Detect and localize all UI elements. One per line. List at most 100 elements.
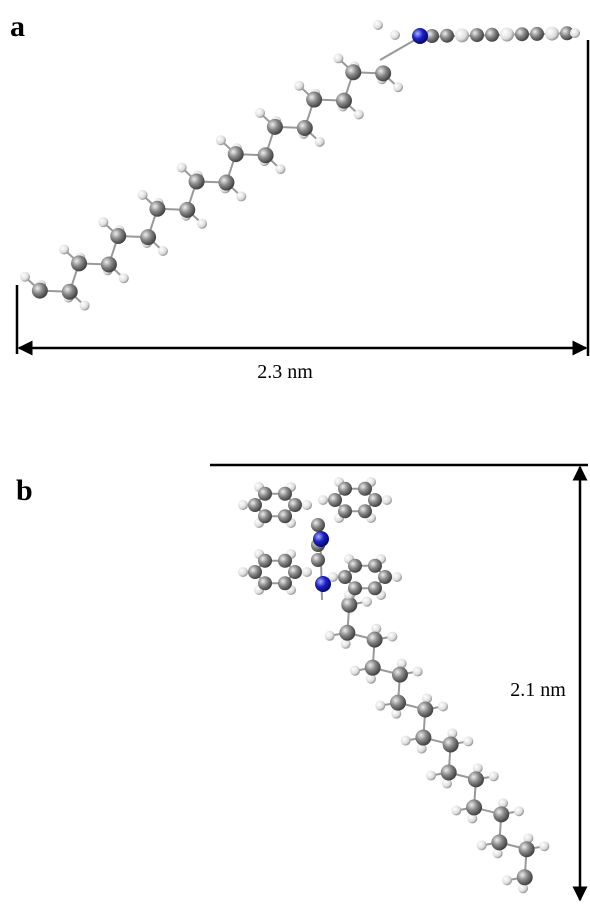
carbon-atom: [248, 565, 262, 579]
carbon-atom: [227, 146, 244, 163]
carbon-atom: [390, 694, 407, 711]
hydrogen-atom: [371, 623, 382, 634]
carbon-atom: [440, 764, 457, 781]
hydrogen-atom: [365, 673, 376, 684]
hydrogen-atom: [79, 300, 90, 311]
carbon-atom: [328, 493, 342, 507]
carbon-atom: [368, 493, 382, 507]
carbon-atom: [296, 119, 313, 136]
carbon-atom: [311, 553, 325, 567]
carbon-atom: [417, 701, 434, 718]
carbon-atom: [440, 28, 454, 43]
dimension-label: 2.1 nm: [510, 679, 566, 701]
nitrogen-atom: [412, 28, 428, 44]
hydrogen-atom: [412, 666, 423, 677]
carbon-atom: [288, 498, 302, 512]
carbon-atom: [278, 486, 292, 501]
hydrogen-atom: [517, 883, 528, 894]
hydrogen-atom: [472, 763, 483, 774]
hydrogen-atom: [455, 28, 469, 43]
carbon-atom: [470, 28, 484, 43]
hydrogen-atom: [514, 806, 525, 817]
hydrogen-atom: [236, 191, 247, 202]
hydrogen-atom: [438, 701, 449, 712]
hydrogen-atom: [488, 771, 499, 782]
carbon-atom: [368, 581, 382, 596]
carbon-atom: [306, 91, 323, 108]
hydrogen-atom: [501, 875, 512, 886]
hydrogen-atom: [157, 245, 168, 256]
carbon-atom: [348, 581, 362, 596]
hydrogen-atom: [392, 572, 402, 582]
hydrogen-atom: [393, 82, 404, 93]
hydrogen-atom: [400, 735, 411, 746]
hydrogen-atom: [441, 778, 452, 789]
hydrogen-atom: [375, 700, 386, 711]
carbon-atom: [278, 576, 292, 591]
carbon-atom: [518, 841, 535, 858]
hydrogen-atom: [314, 136, 325, 147]
hydrogen-atom: [215, 135, 226, 146]
carbon-atom: [149, 200, 166, 217]
carbon-atom: [366, 631, 383, 648]
hydrogen-atom: [349, 665, 360, 676]
carbon-atom: [288, 565, 302, 579]
hydrogen-atom: [324, 630, 335, 641]
carbon-atom: [378, 570, 392, 584]
carbon-atom: [391, 666, 408, 683]
carbon-atom: [339, 624, 356, 641]
molecule-models: [19, 20, 581, 894]
carbon-atom: [266, 118, 283, 135]
carbon-atom: [442, 736, 459, 753]
hydrogen-atom: [492, 848, 503, 859]
hydrogen-atom: [570, 28, 580, 38]
hydrogen-atom: [451, 805, 462, 816]
carbon-atom: [364, 659, 381, 676]
hydrogen-atom: [340, 638, 351, 649]
hydrogen-atom: [396, 658, 407, 669]
carbon-atom: [516, 869, 533, 886]
hydrogen-atom: [275, 164, 286, 175]
hydrogen-atom: [500, 27, 514, 42]
carbon-atom: [248, 498, 262, 512]
hydrogen-atom: [390, 30, 400, 40]
carbon-atom: [358, 504, 372, 519]
hydrogen-atom: [255, 108, 266, 119]
carbon-atom: [485, 27, 499, 42]
carbon-atom: [188, 173, 205, 190]
hydrogen-atom: [176, 162, 187, 173]
hydrogen-atom: [422, 693, 433, 704]
carbon-atom: [140, 229, 157, 246]
hydrogen-atom: [467, 813, 478, 824]
carbon-atom: [179, 201, 196, 218]
carbon-atom: [348, 558, 362, 573]
carbon-atom: [493, 806, 510, 823]
hydrogen-atom: [373, 20, 383, 30]
bond: [379, 36, 421, 61]
carbon-atom: [345, 64, 362, 81]
carbon-atom: [338, 570, 352, 584]
carbon-atom: [425, 29, 439, 43]
hydrogen-atom: [137, 189, 148, 200]
hydrogen-atom: [539, 841, 550, 852]
carbon-atom: [218, 174, 235, 191]
carbon-atom: [278, 509, 292, 524]
carbon-atom: [560, 26, 574, 41]
hydrogen-atom: [353, 109, 364, 120]
hydrogen-atom: [59, 244, 70, 255]
carbon-atom: [311, 518, 325, 532]
hydrogen-atom: [294, 80, 305, 91]
carbon-atom: [338, 481, 352, 496]
carbon-atom: [258, 553, 272, 568]
hydrogen-atom: [238, 500, 248, 510]
carbon-atom: [515, 27, 529, 42]
carbon-atom: [335, 92, 352, 109]
hydrogen-atom: [498, 798, 509, 809]
nitrogen-atom: [313, 531, 329, 547]
hydrogen-atom: [19, 271, 30, 282]
hydrogen-atom: [463, 736, 474, 747]
carbon-atom: [466, 799, 483, 816]
carbon-atom: [415, 729, 432, 746]
